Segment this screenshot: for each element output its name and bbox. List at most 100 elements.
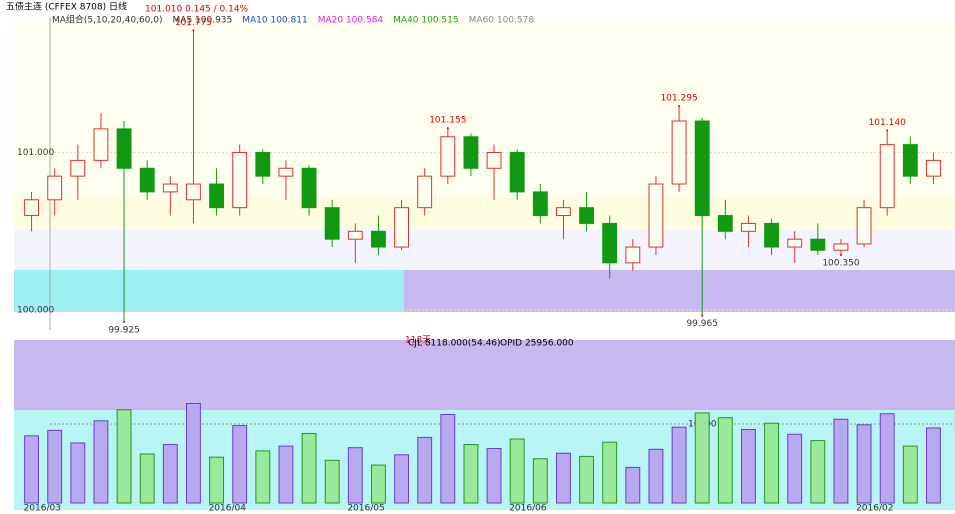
volume-bar bbox=[902, 445, 918, 504]
volume-bar bbox=[671, 426, 687, 504]
candle-body bbox=[879, 144, 895, 209]
candle-body bbox=[833, 243, 849, 251]
candle-body bbox=[556, 207, 571, 217]
volume-bar bbox=[856, 424, 872, 504]
candle-body bbox=[47, 175, 63, 201]
candle-body bbox=[509, 152, 525, 193]
volume-bar bbox=[694, 412, 710, 504]
volume-bar bbox=[486, 447, 502, 504]
candle-body bbox=[694, 120, 710, 217]
ma-legend: MA20 100.584 bbox=[318, 16, 384, 26]
volume-bar bbox=[139, 453, 155, 504]
change: 0.145 / 0.14% bbox=[185, 5, 249, 15]
glitch-band bbox=[14, 198, 955, 230]
price-mark bbox=[678, 105, 681, 108]
candle-body bbox=[116, 128, 132, 169]
volume-bar bbox=[347, 447, 363, 504]
volume-bar bbox=[116, 409, 132, 504]
candle-body bbox=[671, 120, 687, 185]
candle-body bbox=[602, 222, 618, 264]
candle-body bbox=[301, 167, 317, 209]
candle-body bbox=[717, 215, 733, 232]
candle-body bbox=[787, 238, 803, 248]
price-panel bbox=[14, 18, 955, 198]
volume-bar bbox=[810, 440, 826, 504]
candle-body bbox=[278, 167, 294, 177]
candle-body bbox=[139, 167, 155, 193]
candle-body bbox=[209, 183, 224, 209]
price-mark-label: 100.350 bbox=[822, 258, 859, 268]
candle-body bbox=[625, 246, 641, 264]
candle-body bbox=[70, 159, 86, 177]
glitch-band bbox=[404, 270, 955, 312]
volume-bar bbox=[579, 455, 594, 504]
x-tick-label: 2016/04 bbox=[209, 504, 247, 514]
glitch-band bbox=[14, 270, 404, 312]
candle-body bbox=[93, 128, 109, 161]
candle-body bbox=[371, 230, 386, 248]
price-mark bbox=[446, 127, 449, 130]
price-mark-label: 101.775 bbox=[175, 18, 212, 28]
candle-body bbox=[463, 136, 479, 169]
volume-bar bbox=[764, 422, 779, 504]
candle-body bbox=[926, 159, 941, 177]
ma-legend: MA5 100.935 bbox=[173, 16, 233, 26]
volume-bar bbox=[833, 418, 849, 504]
volume-bar bbox=[371, 464, 386, 504]
volume-bar bbox=[24, 435, 39, 504]
volume-bar bbox=[255, 450, 271, 504]
volume-bar bbox=[324, 459, 340, 504]
last-price: 101.010 bbox=[145, 5, 182, 15]
volume-bar bbox=[625, 466, 641, 504]
volume-bar bbox=[232, 425, 248, 504]
volume-bar bbox=[301, 432, 317, 504]
ma-legend: MA10 100.811 bbox=[242, 16, 307, 26]
candle-body bbox=[324, 207, 340, 240]
volume-bar bbox=[648, 448, 664, 504]
candle-body bbox=[532, 191, 548, 217]
candle-body bbox=[648, 183, 664, 248]
volume-bar bbox=[394, 454, 409, 504]
candle-body bbox=[902, 144, 918, 177]
volume-bar bbox=[741, 429, 756, 504]
candle-body bbox=[186, 183, 201, 201]
volume-panel bbox=[14, 340, 955, 410]
price-mark bbox=[839, 253, 842, 256]
price-mark-label: 99.925 bbox=[108, 325, 140, 335]
glitch-band bbox=[14, 312, 955, 340]
y-tick-label: 100.000 bbox=[17, 306, 54, 316]
price-mark-label: 101.140 bbox=[869, 118, 906, 128]
candle-body bbox=[486, 152, 502, 169]
price-mark bbox=[192, 29, 195, 32]
volume-bar bbox=[717, 417, 733, 504]
volume-bar bbox=[93, 420, 109, 504]
oi-title: OPID 25956.000 bbox=[500, 339, 574, 349]
candle-body bbox=[24, 199, 39, 217]
ma-legend: MA组合(5,10,20,40,60,0) bbox=[52, 14, 163, 26]
volume-bar bbox=[787, 433, 803, 504]
days: 118天 bbox=[405, 336, 431, 346]
volume-bar bbox=[186, 402, 201, 504]
volume-bar bbox=[278, 445, 294, 504]
price-mark-label: 101.295 bbox=[660, 94, 697, 104]
candle-body bbox=[232, 152, 248, 209]
candle-body bbox=[255, 152, 271, 177]
x-tick-label: 2016/02 bbox=[856, 504, 893, 514]
candle-body bbox=[741, 222, 756, 232]
candle-body bbox=[417, 175, 433, 209]
price-mark-label: 101.155 bbox=[429, 116, 466, 126]
volume-bar bbox=[440, 414, 456, 504]
price-mark bbox=[701, 314, 704, 317]
ma-legend: MA60 100.578 bbox=[469, 16, 535, 26]
volume-bar bbox=[47, 429, 63, 504]
volume-bar bbox=[417, 436, 433, 504]
x-tick-label: 2016/06 bbox=[509, 504, 547, 514]
volume-bar bbox=[532, 458, 548, 504]
candle-body bbox=[440, 136, 456, 177]
candle-body bbox=[856, 207, 872, 245]
candle-body bbox=[162, 183, 178, 193]
volume-bar bbox=[556, 452, 571, 504]
price-mark bbox=[886, 129, 889, 132]
candle-body bbox=[579, 207, 594, 224]
